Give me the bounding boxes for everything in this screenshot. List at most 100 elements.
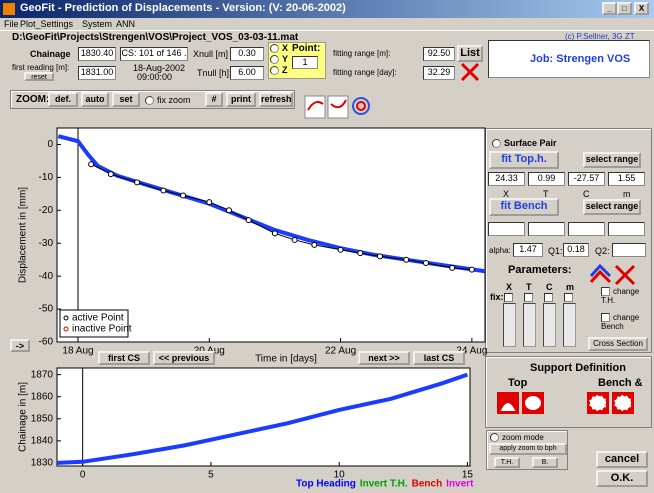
maximize-button[interactable]: □ <box>617 2 632 15</box>
button[interactable]: Cross Section <box>588 337 648 351</box>
reset-button[interactable]: reset <box>24 72 54 81</box>
field[interactable]: 24.33 <box>488 172 525 186</box>
radio-button[interactable] <box>270 44 279 54</box>
field[interactable]: -27.57 <box>568 222 605 236</box>
legend-label: Invert T.H. <box>360 479 408 490</box>
button[interactable]: select range <box>583 152 641 168</box>
text: m <box>623 189 631 199</box>
button[interactable]: << previous <box>153 351 215 365</box>
minimize-button[interactable]: _ <box>602 2 617 15</box>
radio[interactable]: zoom mode <box>490 433 544 443</box>
radio-button[interactable] <box>270 66 279 76</box>
data-line <box>56 372 469 465</box>
field[interactable]: 6.00 <box>230 66 264 80</box>
field[interactable]: 1831.00 <box>78 66 116 80</box>
button[interactable]: last CS <box>413 351 465 365</box>
field[interactable]: 1.55 <box>608 172 645 186</box>
checkbox[interactable] <box>601 287 610 297</box>
data-point <box>180 192 187 199</box>
field[interactable]: 0.99 <box>528 172 565 186</box>
text: Q1: <box>548 246 563 256</box>
button[interactable]: fit Top.h. <box>489 151 559 169</box>
button[interactable]: def. <box>48 92 78 107</box>
label: T <box>526 282 532 292</box>
slider[interactable] <box>563 303 576 347</box>
button[interactable]: print <box>226 92 256 107</box>
checkbox[interactable]: C <box>544 292 554 302</box>
field[interactable]: 1.55 <box>608 222 645 236</box>
y-tick-label: 1850 <box>31 413 54 424</box>
text: C <box>583 189 590 199</box>
text: -27.57 <box>573 223 600 233</box>
checkbox[interactable]: T <box>524 292 534 302</box>
button[interactable]: B. <box>532 457 558 468</box>
button[interactable]: select range <box>583 199 641 215</box>
slider[interactable] <box>523 303 536 347</box>
zoom-mode-panel <box>486 430 568 470</box>
button[interactable]: next >> <box>358 351 410 365</box>
button[interactable]: first CS <box>98 351 150 365</box>
button[interactable]: auto <box>81 92 109 107</box>
checkbox[interactable]: m <box>564 292 574 302</box>
checkbox[interactable] <box>544 293 553 302</box>
checkbox[interactable] <box>524 293 533 302</box>
text: cancel <box>604 453 640 465</box>
ok-button[interactable]: O.K. <box>596 470 648 487</box>
label: Parameters: <box>508 264 572 276</box>
radio[interactable]: Surface Pair <box>492 138 557 149</box>
field[interactable]: 0.30 <box>230 47 264 61</box>
label: Q1: <box>548 246 563 256</box>
dropdown[interactable]: 1 <box>292 56 318 69</box>
button[interactable]: # <box>205 92 223 107</box>
close-button[interactable]: X <box>634 2 649 15</box>
button[interactable]: set <box>112 92 140 107</box>
button[interactable]: apply zoom to bph <box>489 443 567 455</box>
field[interactable]: 92.50 <box>423 47 455 61</box>
field[interactable]: 1.47 <box>513 243 543 257</box>
legend-label: inactive Point <box>72 324 132 335</box>
data-point <box>468 266 475 273</box>
field[interactable]: -27.57 <box>568 172 605 186</box>
slider[interactable] <box>543 303 556 347</box>
button[interactable]: refresh <box>259 92 293 107</box>
text: 0.99 <box>537 173 556 183</box>
legend-marker <box>63 315 69 321</box>
radio-button[interactable] <box>490 433 499 443</box>
field[interactable]: Q2: <box>612 243 646 257</box>
checkbox[interactable] <box>564 293 573 302</box>
field[interactable]: 0.18 <box>563 243 589 257</box>
zoom-box <box>10 90 295 109</box>
radio[interactable]: fix zoom <box>145 95 191 106</box>
list-button[interactable]: List <box>457 45 483 62</box>
label: m <box>623 189 631 199</box>
text: select range <box>585 201 639 211</box>
radio-button[interactable] <box>145 96 154 106</box>
button[interactable]: -> <box>10 339 30 352</box>
checkbox[interactable]: change Bench <box>601 313 651 337</box>
field[interactable]: CS: 101 of 146 . <box>120 47 188 61</box>
button[interactable]: T.H. <box>494 457 520 468</box>
text: GeoFit - Prediction of Displacements - V… <box>20 2 346 14</box>
radio[interactable]: Y <box>270 54 288 65</box>
radio[interactable]: X <box>270 43 288 54</box>
radio[interactable]: Z <box>270 65 288 76</box>
checkbox[interactable] <box>601 313 610 323</box>
checkbox[interactable]: X <box>504 292 514 302</box>
cancel-button[interactable]: cancel <box>596 451 648 468</box>
text: □ <box>622 4 627 13</box>
radio-button[interactable] <box>270 55 279 65</box>
field[interactable]: 1830.40 <box>78 47 116 61</box>
checkbox[interactable] <box>504 293 513 302</box>
toolbar-icons <box>304 95 370 119</box>
field[interactable]: 24.33 <box>488 222 525 236</box>
field[interactable]: 0.99 <box>528 222 565 236</box>
field[interactable]: 32.29 <box>423 66 455 80</box>
text: zoom mode <box>502 433 544 442</box>
checkbox[interactable]: change T.H. <box>601 287 649 311</box>
text: Q2: <box>621 244 637 254</box>
text: CS: 101 of 146 . <box>121 48 187 58</box>
text: first reading [m]: <box>12 63 70 72</box>
radio-button[interactable] <box>492 139 501 149</box>
button[interactable]: fit Bench <box>489 198 559 216</box>
slider[interactable] <box>503 303 516 347</box>
